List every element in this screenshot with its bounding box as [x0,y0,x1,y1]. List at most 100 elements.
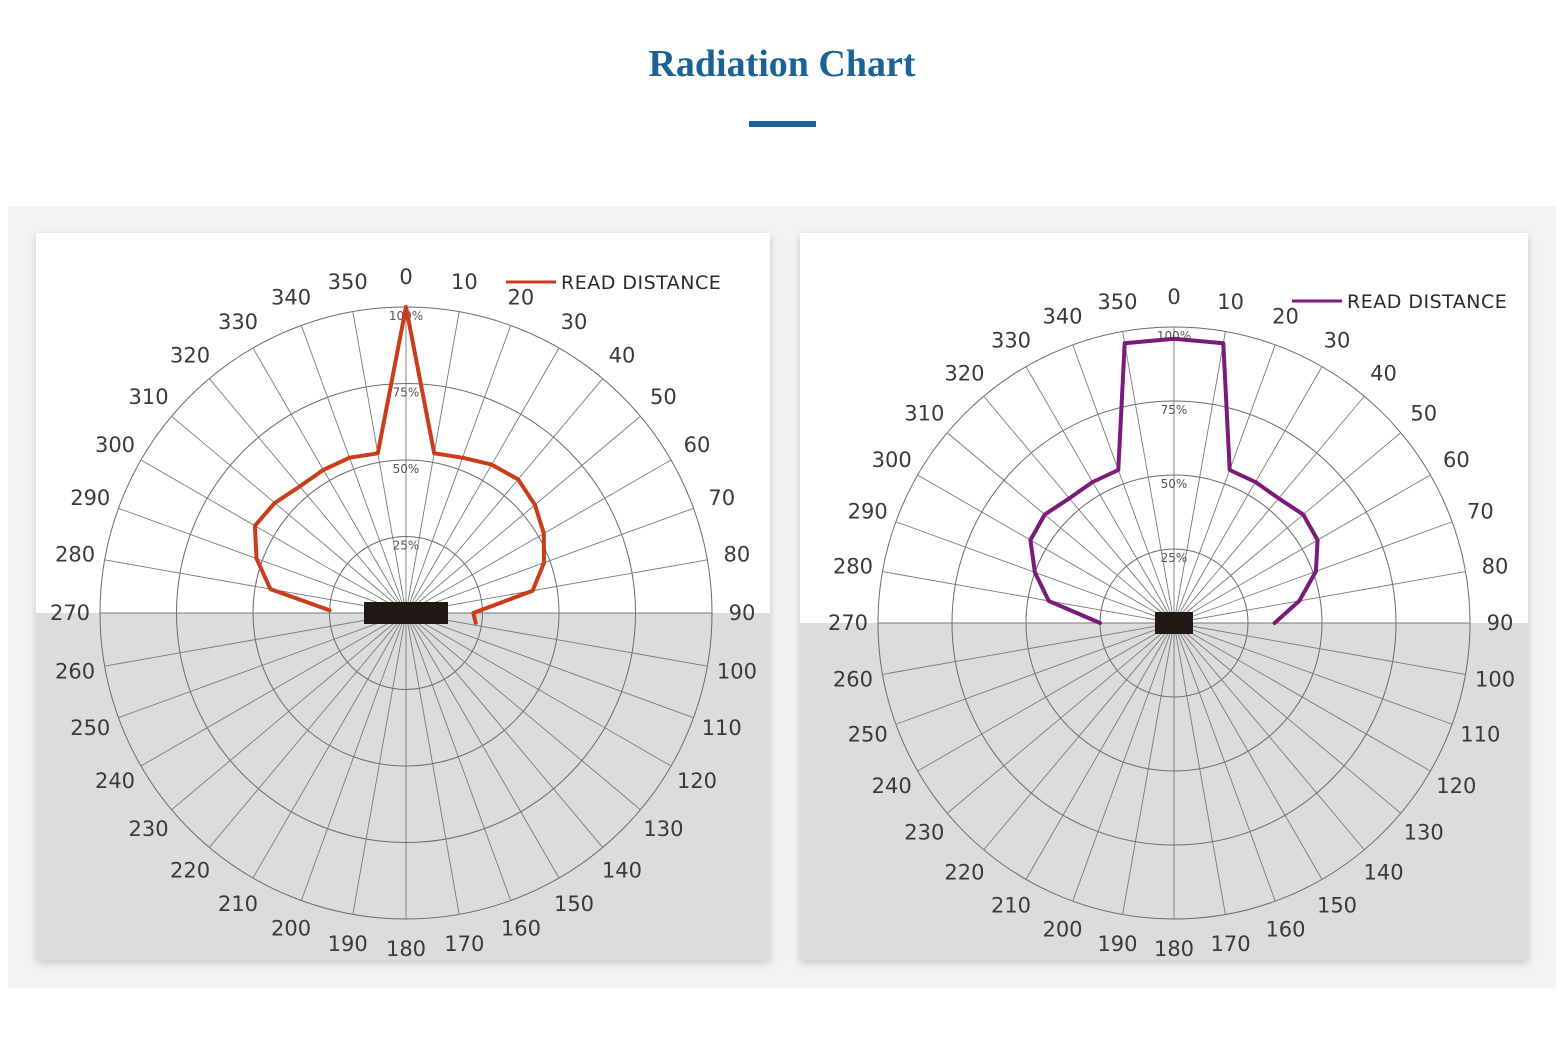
angle-tick-label: 290 [848,500,888,524]
grid-spoke [882,622,1175,675]
angle-tick-label: 290 [70,486,110,510]
grid-spoke [405,612,641,811]
series-point [254,556,259,561]
grid-spoke [171,612,407,811]
series-point [404,305,408,309]
radiation-chart-left: 25% 50% 75% 100% 0 10 20 30 40 50 60 70 80 90 100 110 12… [36,233,770,960]
angle-tick-label: 150 [1317,893,1357,917]
reader-block [1155,612,1193,634]
angle-tick-label: 330 [991,329,1031,353]
grid-spoke [1025,366,1175,624]
grid-spoke [1173,622,1431,772]
grid-spoke [405,612,512,901]
grid-spoke [895,622,1175,725]
angle-tick-label: 210 [991,893,1031,917]
grid-spoke [1173,432,1402,624]
grid-spoke [1173,622,1453,725]
grid-spoke [405,612,694,719]
grid-spoke [1173,622,1226,915]
angle-tick-label: 30 [1324,329,1351,353]
angle-tick-label: 60 [684,433,711,457]
series-point [542,531,546,536]
angle-tick-label: 20 [1272,305,1299,329]
grid-spoke [208,612,407,848]
angle-tick-label: 170 [444,932,484,956]
grid-spoke [405,612,708,667]
page-title: Radiation Chart [648,43,916,85]
angle-tick-label: 160 [501,917,541,941]
angle-tick-label: 350 [328,270,368,294]
series-point [327,608,332,612]
angle-tick-label: 190 [328,932,368,956]
polar-chart-right: 25%50%75%100%0 10203040506070809010011012… [800,285,1528,960]
angle-tick-label: 50 [650,385,677,409]
angle-tick-label: 140 [602,858,642,882]
radial-tick-label: 25% [393,539,420,553]
shaded-region [36,613,770,960]
grid-spoke [208,378,407,614]
grid-spoke [252,347,407,614]
series-point [1172,337,1176,341]
legend-label: READ DISTANCE [561,272,721,294]
grid-spoke [1173,622,1276,902]
series-point [1047,599,1051,603]
angle-tick-label: 210 [218,892,258,916]
angle-tick-label: 110 [1460,722,1500,746]
grid-spoke [1173,622,1323,880]
angle-tick-label: 10 [1217,290,1244,314]
grid-spoke [1173,622,1466,675]
angle-tick-label: 0 [1167,285,1180,309]
grid-spoke [405,612,460,915]
grid-spoke [140,459,407,614]
angle-tick-label: 310 [904,401,944,425]
radial-tick-label: 25% [1161,551,1188,565]
series-point [347,456,352,460]
grid-spoke [104,612,407,667]
series-point [542,561,546,565]
grid-spoke [1122,622,1175,915]
series-point [1028,538,1033,542]
grid-spoke [405,559,708,614]
series-point [1253,480,1257,484]
series-point [1301,512,1305,517]
series-point [1043,512,1047,517]
angle-tick-label: 200 [1042,917,1082,941]
grid-spoke [352,612,407,915]
series-point [253,524,257,528]
series-point [474,621,478,625]
grid-spoke [1025,622,1175,880]
radial-tick-label: 75% [1161,403,1188,417]
angle-tick-label: 260 [833,668,873,692]
series-point [268,587,272,591]
chart-panel: 25% 50% 75% 100% 0 10 20 30 40 50 60 70 80 90 100 110 12… [8,206,1556,988]
grid-spoke [917,622,1175,772]
angle-tick-label: 100 [717,659,757,683]
angle-tick-label: 320 [170,344,210,368]
angle-tick-label: 10 [451,270,478,294]
angle-tick-label: 310 [129,385,169,409]
angle-tick-label: 270 [50,601,90,625]
polar-chart-left: 25%50%75%100%0 10203040506070809010011012… [36,265,770,960]
angle-tick-label: 260 [55,659,95,683]
grid-spoke [405,325,512,614]
angle-tick-label: 270 [828,611,868,635]
series-point [1228,468,1232,472]
angle-tick-label: 200 [271,917,311,941]
series-point [1277,496,1281,500]
angle-tick-label: 230 [129,817,169,841]
grid-spoke [1173,366,1323,624]
angle-tick-label: 180 [1154,937,1194,960]
series-point [516,477,520,481]
angle-tick-label: 120 [1436,774,1476,798]
grid-spoke [983,622,1175,851]
angle-tick-label: 180 [386,937,426,960]
series-point [533,503,537,507]
grid-spoke [917,474,1175,624]
legend-label: READ DISTANCE [1347,291,1507,313]
angle-tick-label: 230 [904,821,944,845]
angle-tick-label: 240 [872,774,912,798]
series-point [1314,569,1318,573]
grid-spoke [405,347,560,614]
angle-tick-label: 350 [1097,290,1137,314]
angle-tick-label: 130 [1404,821,1444,845]
